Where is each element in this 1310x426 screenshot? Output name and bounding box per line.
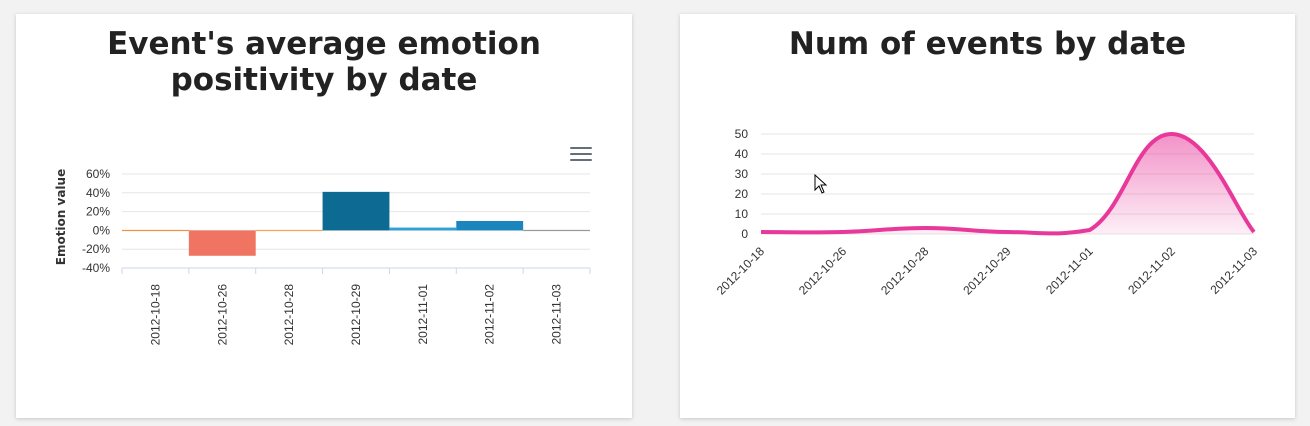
events-chart-title: Num of events by date [788, 26, 1187, 62]
emotion-chart-title: Event's average emotion positivity by da… [107, 26, 541, 98]
bar [122, 229, 189, 232]
x-tick-label: 2012-11-03 [550, 284, 564, 345]
x-tick-label: 2012-11-02 [483, 284, 497, 345]
bar [188, 230, 256, 256]
y-tick-label: 50 [735, 127, 749, 141]
x-tick-label: 2012-10-26 [215, 284, 229, 346]
bar [456, 221, 524, 231]
emotion-chart-card: Event's average emotion positivity by da… [16, 14, 632, 418]
x-tick-label: 2012-11-01 [1043, 244, 1096, 297]
mouse-cursor-icon [814, 173, 828, 194]
x-tick-label: 2012-10-18 [148, 284, 162, 346]
bar [255, 229, 323, 232]
y-tick-label: 60% [86, 167, 110, 181]
bar [389, 227, 457, 231]
x-tick-label: 2012-10-28 [878, 244, 932, 298]
y-tick-label: 40% [86, 186, 110, 200]
y-tick-label: 40 [735, 147, 749, 161]
y-tick-label: 0 [741, 227, 748, 241]
x-tick-label: 2012-10-29 [349, 284, 363, 346]
y-axis-title: Emotion value [54, 169, 68, 265]
x-tick-label: 2012-11-02 [1125, 244, 1178, 297]
y-tick-label: 10 [735, 207, 749, 221]
y-tick-label: 20 [735, 187, 749, 201]
bar [523, 229, 590, 232]
x-tick-label: 2012-11-01 [416, 284, 430, 345]
x-tick-label: 2012-10-18 [714, 244, 768, 298]
x-tick-label: 2012-10-28 [282, 284, 296, 346]
y-tick-label: -20% [82, 242, 110, 256]
series-line [760, 131, 1256, 236]
y-tick-label: 30 [735, 167, 749, 181]
y-tick-label: 20% [86, 205, 110, 219]
chart-menu-icon[interactable] [570, 147, 592, 165]
y-tick-label: -40% [82, 261, 110, 275]
x-tick-label: 2012-11-03 [1207, 244, 1260, 297]
area-fill [761, 133, 1254, 234]
y-tick-label: 0% [93, 223, 111, 237]
x-tick-label: 2012-10-29 [960, 244, 1014, 298]
x-tick-label: 2012-10-26 [796, 244, 850, 298]
bar [322, 191, 390, 231]
